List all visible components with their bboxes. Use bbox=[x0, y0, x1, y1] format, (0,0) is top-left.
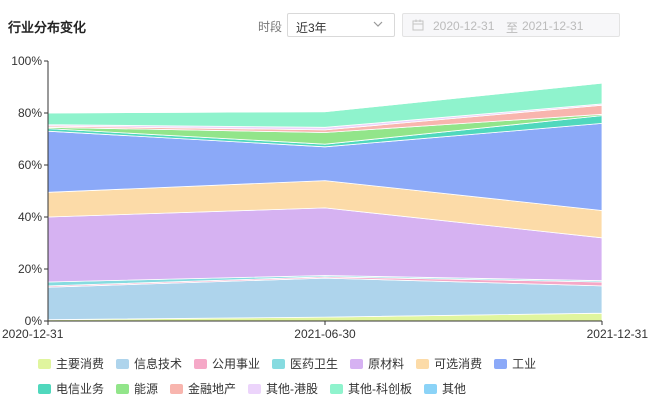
legend-label: 可选消费 bbox=[434, 357, 483, 371]
x-tick-label: 2020-12-31 bbox=[2, 327, 64, 341]
legend-item[interactable]: 金融地产 bbox=[170, 380, 236, 397]
area-series-12 bbox=[47, 82, 603, 114]
y-tick-label: 80% bbox=[18, 106, 42, 120]
legend-label: 信息技术 bbox=[134, 357, 183, 371]
legend-item[interactable]: 电信业务 bbox=[38, 380, 104, 397]
legend-item[interactable]: 主要消费 bbox=[38, 355, 104, 372]
legend-swatch bbox=[350, 358, 364, 369]
date-end: 2021-12-31 bbox=[522, 19, 584, 33]
legend-item[interactable]: 其他-科创板 bbox=[330, 380, 412, 397]
legend-swatch bbox=[194, 358, 208, 369]
legend-item[interactable]: 其他-港股 bbox=[248, 380, 318, 397]
legend-label: 医药卫生 bbox=[290, 357, 339, 371]
legend-item[interactable]: 可选消费 bbox=[416, 355, 482, 372]
period-select-value: 近3年 bbox=[296, 21, 327, 35]
legend-item[interactable]: 能源 bbox=[116, 380, 158, 397]
legend-row: 电信业务 能源 金融地产 其他-港股 其他-科创板 其他 bbox=[38, 379, 638, 398]
legend-label: 其他 bbox=[442, 382, 467, 396]
date-separator: 至 bbox=[506, 21, 519, 35]
legend-label: 其他-科创板 bbox=[348, 382, 413, 396]
x-tick-label: 2021-12-31 bbox=[587, 327, 649, 341]
legend-item[interactable]: 公用事业 bbox=[194, 355, 260, 372]
date-start: 2020-12-31 bbox=[433, 19, 495, 33]
legend-label: 工业 bbox=[512, 357, 537, 371]
legend-label: 原材料 bbox=[368, 357, 405, 371]
chart-title: 行业分布变化 bbox=[8, 20, 87, 35]
legend-row: 主要消费 信息技术 公用事业 医药卫生 原材料 可选消费 工业 bbox=[38, 354, 638, 373]
legend-label: 其他-港股 bbox=[266, 382, 319, 396]
legend-label: 电信业务 bbox=[56, 382, 105, 396]
legend-swatch bbox=[170, 383, 184, 394]
legend-item[interactable]: 医药卫生 bbox=[272, 355, 338, 372]
legend-label: 主要消费 bbox=[56, 357, 105, 371]
legend-swatch bbox=[494, 358, 508, 369]
date-range-picker[interactable]: 2020-12-31 至 2021-12-31 bbox=[402, 13, 620, 37]
stacked-area-chart: 0% 20% 40% 60% 80% 100% 2020-12-31 2021-06-30 20… bbox=[2, 54, 649, 341]
legend-swatch bbox=[38, 358, 51, 369]
legend-swatch bbox=[416, 358, 430, 369]
y-tick-label: 60% bbox=[18, 158, 42, 172]
legend-swatch bbox=[272, 358, 286, 369]
period-select[interactable]: 近3年 bbox=[287, 13, 395, 37]
legend-item[interactable]: 原材料 bbox=[350, 355, 404, 372]
y-tick-label: 40% bbox=[18, 210, 42, 224]
x-tick-label: 2021-06-30 bbox=[294, 327, 356, 341]
legend-swatch bbox=[116, 358, 130, 369]
chart-legend: 主要消费 信息技术 公用事业 医药卫生 原材料 可选消费 工业电信业务 能源 金融地产 其他-港股… bbox=[38, 354, 638, 404]
y-tick-label: 20% bbox=[18, 262, 42, 276]
legend-item[interactable]: 信息技术 bbox=[116, 355, 182, 372]
y-tick-label: 0% bbox=[25, 314, 43, 328]
legend-item[interactable]: 其他 bbox=[424, 380, 466, 397]
calendar-icon bbox=[412, 19, 424, 31]
legend-swatch bbox=[248, 383, 262, 394]
period-label: 时段 bbox=[258, 20, 283, 34]
legend-label: 能源 bbox=[134, 382, 159, 396]
legend-swatch bbox=[330, 383, 344, 394]
chevron-down-icon bbox=[373, 21, 383, 27]
legend-swatch bbox=[424, 383, 438, 394]
legend-label: 金融地产 bbox=[188, 382, 237, 396]
legend-label: 公用事业 bbox=[212, 357, 261, 371]
legend-item[interactable]: 工业 bbox=[494, 355, 536, 372]
y-tick-label: 100% bbox=[11, 54, 42, 68]
legend-swatch bbox=[116, 383, 130, 394]
legend-swatch bbox=[38, 383, 51, 394]
